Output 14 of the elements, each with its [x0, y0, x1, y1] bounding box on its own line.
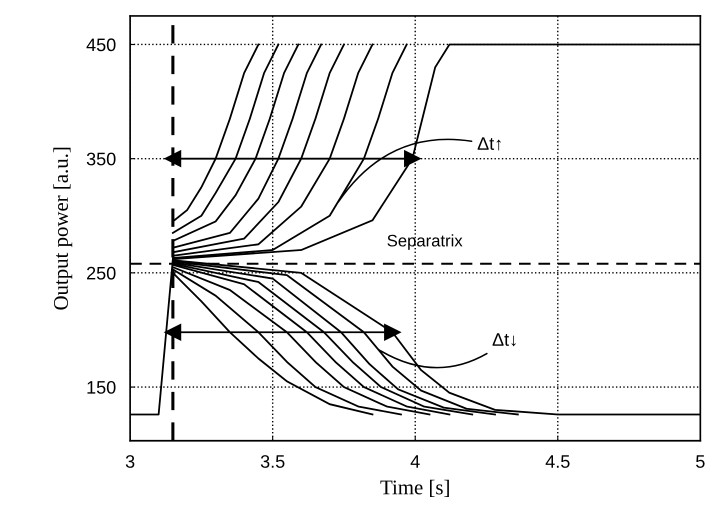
x-tick-label: 4	[410, 455, 420, 468]
y-axis-title: Output power [a.u.]	[53, 148, 72, 310]
x-axis-title: Time [s]	[380, 480, 449, 498]
y-tick-label: 150	[87, 380, 116, 394]
x-tick-label: 4.5	[546, 455, 570, 468]
annotation: Δt↓	[492, 333, 516, 346]
ref-line-label: Separatrix	[387, 234, 462, 250]
x-tick-label: 3.5	[260, 455, 284, 468]
annotation: Δt↑	[478, 137, 501, 150]
y-tick-label: 450	[86, 38, 116, 52]
y-tick-label: 350	[86, 152, 116, 166]
y-tick-label: 250	[87, 266, 116, 280]
x-tick-label: 5	[696, 455, 705, 468]
x-tick-label: 3	[126, 455, 134, 468]
